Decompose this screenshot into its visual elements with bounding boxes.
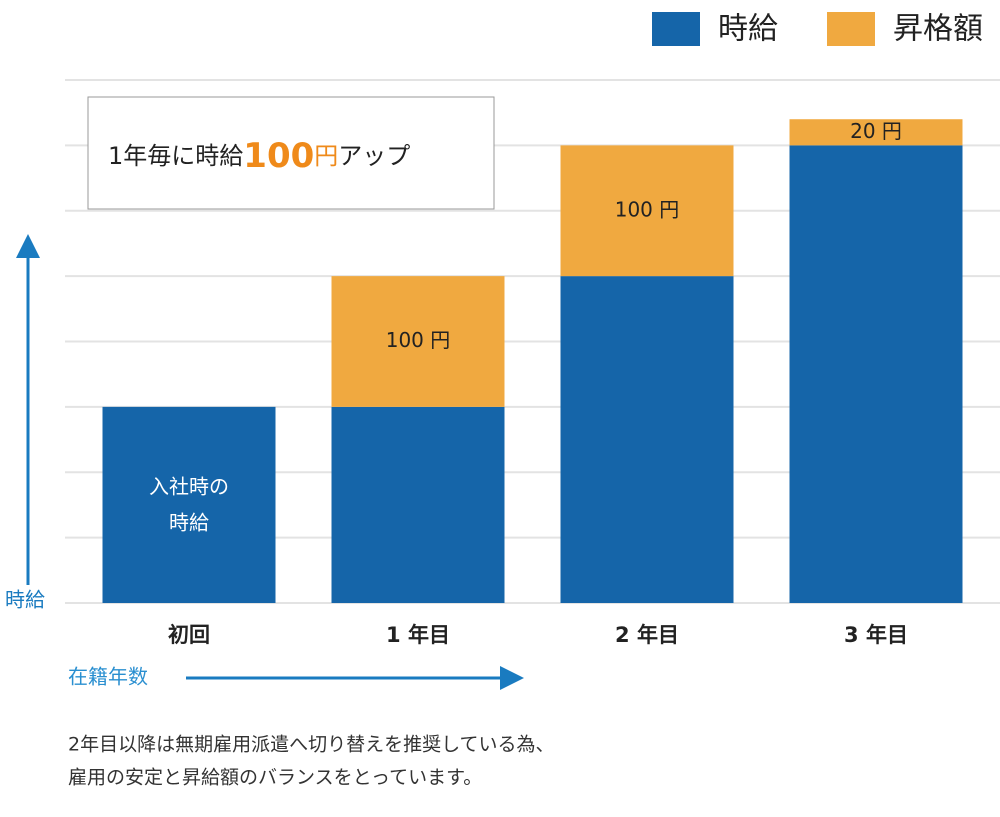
x-tick-label: 初回 (168, 623, 210, 647)
legend-label: 昇格額 (893, 12, 983, 47)
bar-segment (789, 119, 963, 146)
bar-segment (560, 276, 734, 603)
x-axis-label: 在籍年数 (68, 665, 148, 689)
bars (102, 119, 963, 603)
legend-swatch (827, 12, 875, 46)
bar-segment (789, 145, 963, 603)
bar-segment (331, 276, 505, 407)
x-tick-label: 2 年目 (615, 623, 679, 647)
legend-swatch (652, 12, 700, 46)
x-tick-label: 3 年目 (844, 623, 908, 647)
callout-box (87, 96, 495, 210)
callout-highlight: 100 (243, 136, 314, 176)
bar-annotation: 入社時の (149, 474, 229, 498)
bar-segment (560, 145, 734, 277)
callout-text: アップ (338, 142, 410, 170)
callout: 1年毎に時給100円アップ (108, 136, 410, 176)
callout-text: 1年毎に時給 (108, 142, 243, 170)
y-axis-label: 時給 (5, 588, 45, 612)
legend-label: 時給 (718, 12, 778, 47)
data-label: 100 円 (386, 328, 451, 352)
footnote: 雇用の安定と昇給額のバランスをとっています。 (68, 767, 482, 789)
data-label: 20 円 (850, 119, 902, 143)
bar-segment (102, 406, 276, 603)
data-label: 100 円 (615, 197, 680, 221)
bar-segment (331, 406, 505, 603)
bar-annotation: 時給 (169, 510, 209, 534)
footnote: 2年目以降は無期雇用派遣へ切り替えを推奨している為、 (68, 734, 555, 756)
callout-unit: 円 (314, 142, 338, 170)
x-tick-label: 1 年目 (386, 623, 450, 647)
